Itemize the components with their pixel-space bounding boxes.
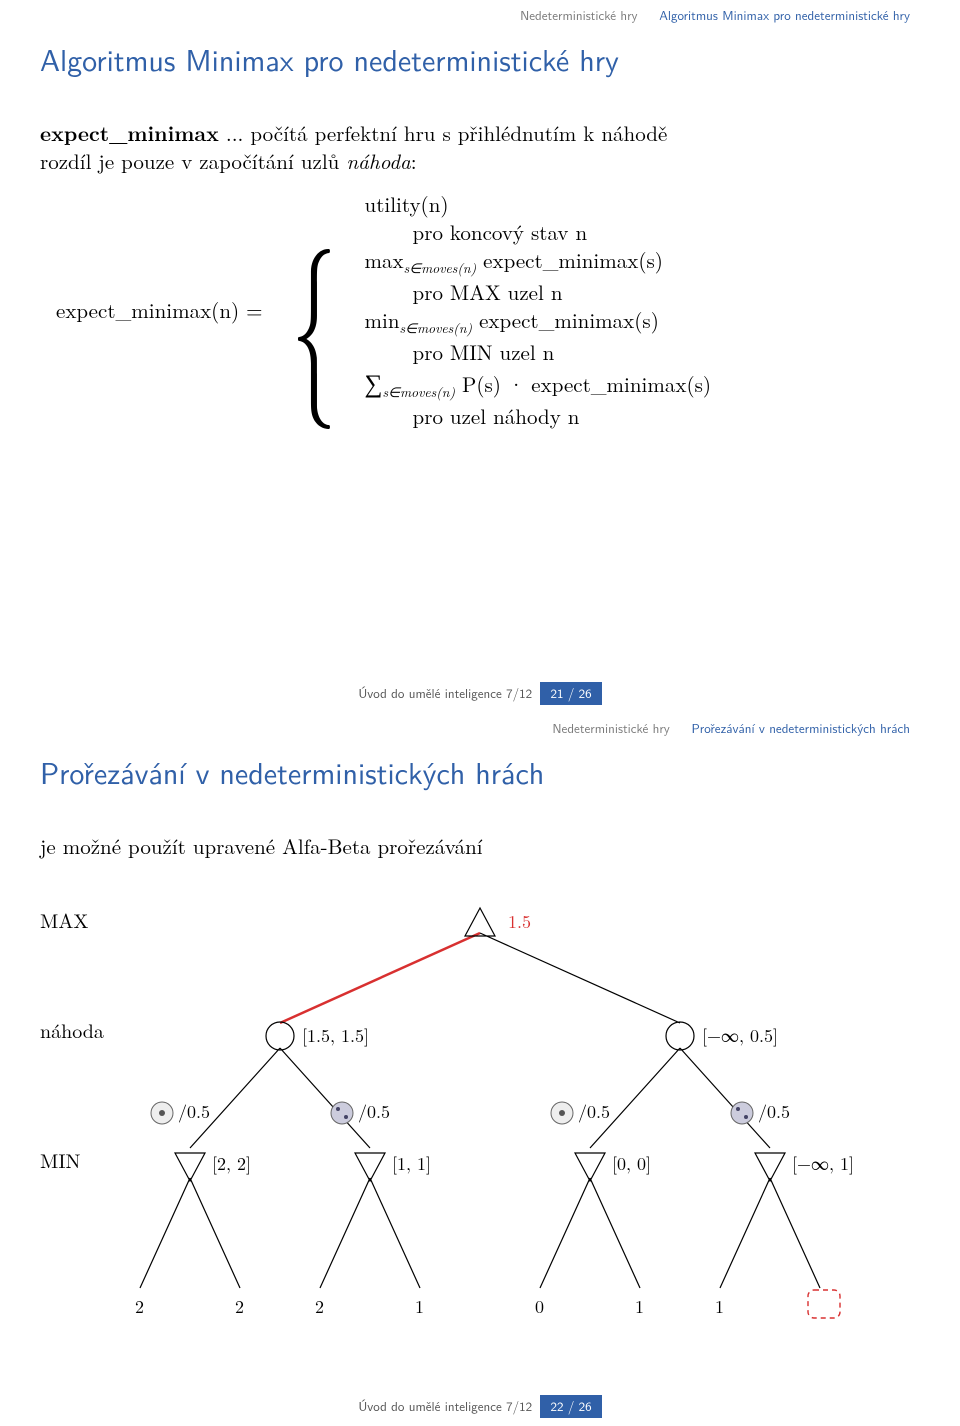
root-value: 1.5	[508, 909, 531, 934]
intro-line2-ital: náhoda	[346, 146, 410, 176]
formula: expect_minimax(n) = { utility(n) pro kon…	[40, 190, 920, 431]
topbar-subsection: Prořezávání v nedeterministických hrách	[691, 719, 910, 738]
intro-line2: rozdíl je pouze v započítání uzlů	[40, 146, 346, 176]
topbar: Nedeterministické hry Algoritmus Minimax…	[40, 0, 920, 25]
leaf-0: 2	[135, 1294, 144, 1319]
pruned-leaf-icon	[808, 1290, 840, 1318]
case2b: pro MAX uzel n	[365, 278, 712, 306]
leaf-4: 0	[535, 1294, 544, 1319]
weight-1: /0.5	[358, 1099, 390, 1124]
dice-edge-0: /0.5	[151, 1099, 210, 1124]
case1b: pro koncový stav n	[365, 218, 712, 246]
topbar-section: Nedeterministické hry	[552, 719, 669, 738]
subtitle: je možné použít upravené Alfa-Beta proře…	[40, 832, 920, 860]
footer-page: 21 / 26	[540, 682, 601, 705]
min-node-2: [0, 0]	[540, 1151, 651, 1288]
intro-text: expect_minimax ... počítá perfektní hru …	[40, 119, 920, 176]
min-value-2: [0, 0]	[612, 1151, 651, 1176]
chance-value-0: [1.5, 1.5]	[302, 1023, 369, 1048]
footer-course: Úvod do umělé inteligence 7/12	[358, 684, 532, 703]
topbar: Nedeterministické hry Prořezávání v nede…	[40, 713, 920, 738]
chance-node-0: [1.5, 1.5]	[190, 1022, 370, 1148]
min-node-0: [2, 2]	[140, 1151, 251, 1288]
slide-footer: Úvod do umělé inteligence 7/12 22 / 26	[0, 1397, 960, 1416]
chance-value-1: [−∞, 0.5]	[702, 1023, 778, 1048]
leaf-3: 1	[415, 1294, 424, 1319]
formula-cases: utility(n) pro koncový stav n maxs∈moves…	[365, 190, 712, 431]
slide-footer: Úvod do umělé inteligence 7/12 21 / 26	[0, 684, 960, 703]
slide-title: Prořezávání v nedeterministických hrách	[40, 750, 920, 794]
min-value-0: [2, 2]	[212, 1151, 251, 1176]
label-chance: náhoda	[40, 1015, 104, 1044]
min-value-3: [−∞, 1]	[792, 1151, 854, 1176]
formula-lhs: expect_minimax(n) =	[40, 295, 263, 325]
slide-title: Algoritmus Minimax pro nedeterministické…	[40, 37, 920, 81]
game-tree: MAX náhoda MIN 1.5 [1.5, 1.5] [−∞, 0.5]	[40, 868, 920, 1388]
slide-2: Nedeterministické hry Prořezávání v nede…	[0, 713, 960, 1426]
dice-edge-1: /0.5	[331, 1099, 390, 1124]
weight-3: /0.5	[758, 1099, 790, 1124]
footer-page: 22 / 26	[540, 1395, 601, 1418]
dice-edge-3: /0.5	[731, 1099, 790, 1124]
min-node-1: [1, 1]	[320, 1151, 431, 1288]
min-node-3: [−∞, 1]	[720, 1151, 854, 1288]
intro-rest: ... počítá perfektní hru s přihlédnutím …	[219, 118, 667, 148]
weight-2: /0.5	[578, 1099, 610, 1124]
label-max: MAX	[40, 905, 88, 934]
dice-edge-2: /0.5	[551, 1099, 610, 1124]
case3a: mins∈moves(n) expect_minimax(s)	[365, 306, 712, 338]
case3b: pro MIN uzel n	[365, 338, 712, 366]
case1a: utility(n)	[365, 190, 712, 218]
brace-icon: {	[291, 229, 336, 391]
topbar-subsection: Algoritmus Minimax pro nedeterministické…	[659, 6, 910, 25]
case2a: maxs∈moves(n) expect_minimax(s)	[365, 246, 712, 278]
footer-course: Úvod do umělé inteligence 7/12	[358, 1397, 532, 1416]
case4b: pro uzel náhody n	[365, 402, 712, 430]
leaf-1: 2	[235, 1294, 244, 1319]
topbar-section: Nedeterministické hry	[520, 6, 637, 25]
intro-bold: expect_minimax	[40, 118, 219, 148]
slide-1: Nedeterministické hry Algoritmus Minimax…	[0, 0, 960, 713]
label-min: MIN	[40, 1145, 81, 1174]
leaf-6: 1	[715, 1294, 724, 1319]
case4a: ∑s∈moves(n) P(s) · expect_minimax(s)	[365, 366, 712, 402]
weight-0: /0.5	[178, 1099, 210, 1124]
chance-node-1: [−∞, 0.5]	[590, 1022, 778, 1148]
root-node: 1.5	[280, 908, 680, 1023]
min-value-1: [1, 1]	[392, 1151, 431, 1176]
leaf-5: 1	[635, 1294, 644, 1319]
leaf-2: 2	[315, 1294, 324, 1319]
